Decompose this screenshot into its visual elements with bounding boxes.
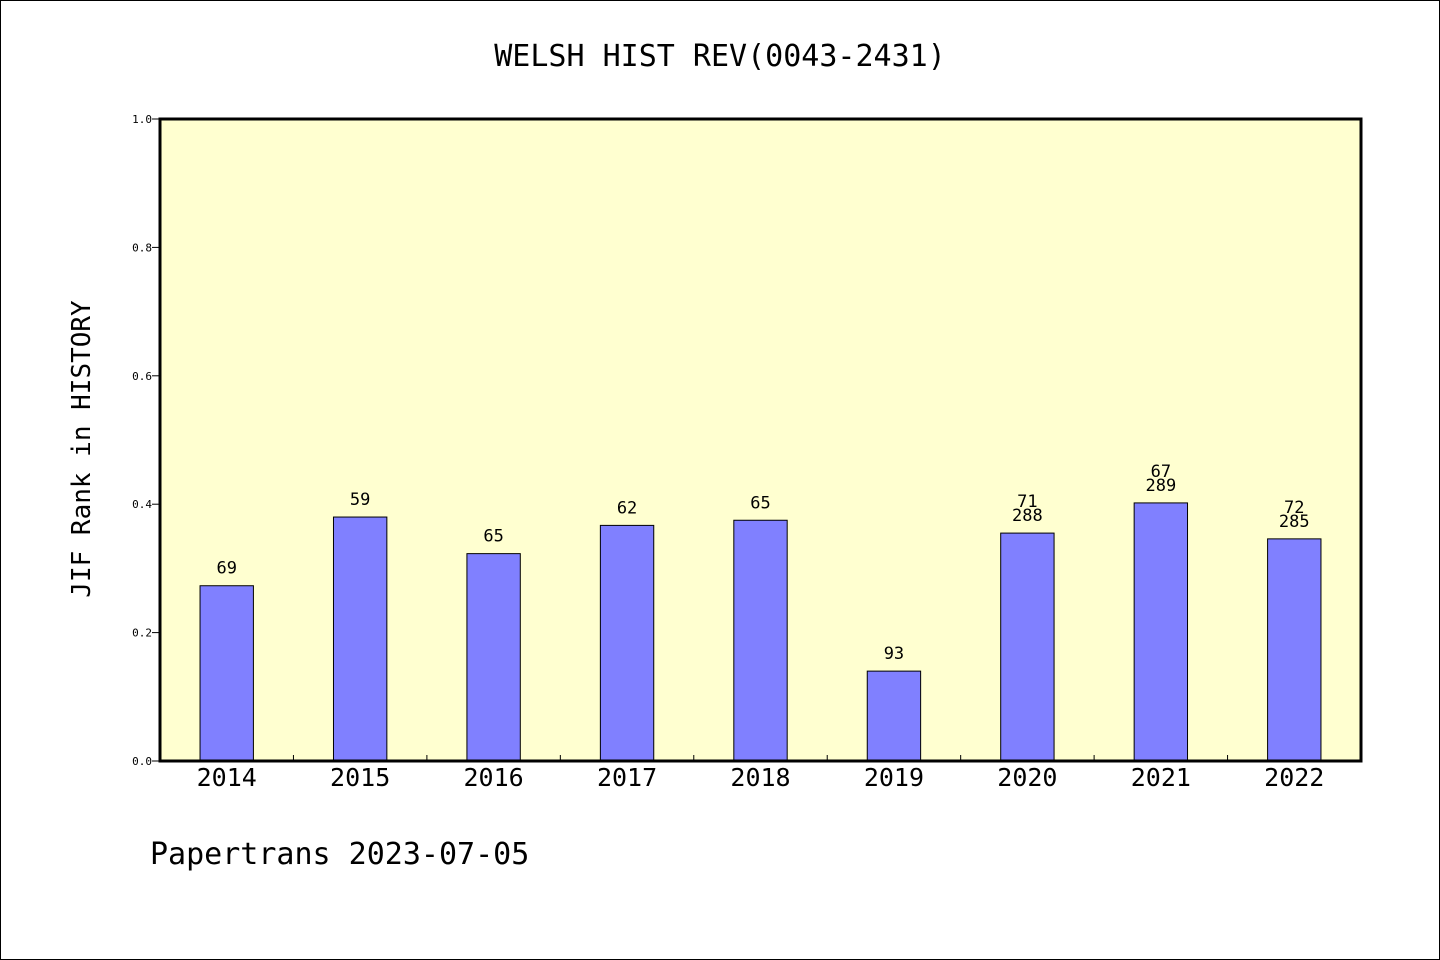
bar-2020	[1000, 532, 1055, 762]
bar-rank-label: 71	[1017, 492, 1037, 512]
y-axis-ticks: 0.0 0.2 0.4 0.6 0.8 1.0	[132, 113, 160, 768]
bar-rank-label: 62	[617, 498, 637, 518]
y-axis-label: JIF Rank in HISTORY	[67, 300, 97, 598]
x-tick-label: 2018	[730, 763, 790, 792]
x-tick-label: 2021	[1131, 763, 1191, 792]
x-tick-label: 2014	[197, 763, 257, 792]
bar-2017	[599, 524, 655, 762]
x-tick-label: 2022	[1264, 763, 1324, 792]
bar-2016	[466, 553, 521, 762]
bars-group	[199, 502, 1322, 762]
bar-rank-label: 285	[1279, 512, 1310, 532]
bar-rank-label: 288	[1012, 506, 1043, 526]
bar-rank-label: 93	[884, 644, 904, 664]
bar-2018	[733, 519, 788, 762]
x-tick-label: 2016	[464, 763, 524, 792]
bar-rank-label: 72	[1284, 498, 1304, 518]
chart-title: WELSH HIST REV(0043-2431)	[494, 39, 946, 74]
x-axis-ticks: 2014 2015 2016 2017 2018 2019 2020 2021 2022	[197, 755, 1324, 792]
bar-2019	[866, 670, 922, 762]
x-tick-label: 2015	[330, 763, 390, 792]
bar-2022	[1267, 538, 1322, 762]
bar-rank-label: 67	[1151, 462, 1171, 482]
bar-rank-label: 289	[1145, 476, 1176, 496]
plot-border	[158, 117, 1363, 763]
bar-rank-label: 69	[216, 559, 236, 579]
bar-rank-label: 65	[483, 527, 503, 547]
y-tick-label: 0.4	[132, 498, 152, 511]
footer-credit: Papertrans 2023-07-05	[150, 837, 529, 872]
bar-2014	[199, 585, 254, 762]
y-tick-label: 1.0	[132, 113, 152, 126]
y-tick-label: 0.8	[132, 241, 152, 254]
bar-rank-label: 59	[350, 490, 370, 510]
x-tick-label: 2019	[864, 763, 924, 792]
bar-rank-label: 65	[750, 493, 770, 513]
x-tick-label: 2017	[597, 763, 657, 792]
y-tick-label: 0.2	[132, 627, 152, 640]
y-tick-label: 0.0	[132, 755, 152, 768]
y-tick-label: 0.6	[132, 370, 152, 383]
bar-2015	[332, 516, 388, 762]
bar-2021	[1133, 502, 1189, 762]
x-tick-label: 2020	[997, 763, 1057, 792]
